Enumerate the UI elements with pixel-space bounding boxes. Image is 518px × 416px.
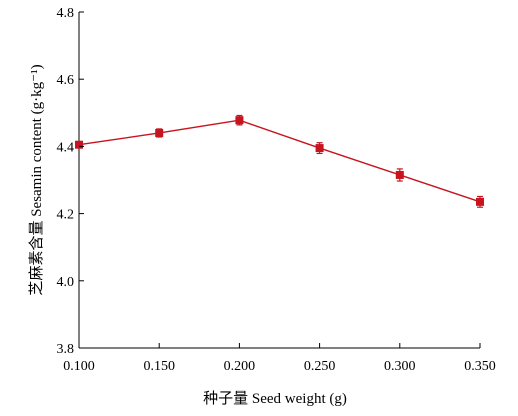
data-point xyxy=(395,170,404,179)
data-point xyxy=(75,140,83,149)
y-axis-ticks: 3.8 4.0 4.2 4.4 4.6 4.8 xyxy=(57,6,84,357)
x-tick-label: 0.250 xyxy=(304,359,336,374)
x-tick-label: 0.300 xyxy=(384,359,416,374)
y-tick-label: 4.2 xyxy=(57,208,75,223)
data-point xyxy=(155,128,164,137)
y-axis-title: 芝麻素含量 Sesamin content (g·kg⁻¹) xyxy=(28,64,45,295)
plot-area xyxy=(75,12,484,349)
data-point xyxy=(235,116,244,125)
y-tick-label: 4.4 xyxy=(57,140,75,155)
y-tick-label: 4.8 xyxy=(57,6,75,21)
series-line xyxy=(78,119,481,203)
x-tick-label: 0.200 xyxy=(224,359,256,374)
x-tick-label: 0.350 xyxy=(464,359,496,374)
y-tick-label: 3.8 xyxy=(57,342,75,357)
x-tick-label: 0.100 xyxy=(63,359,95,374)
x-axis-title: 种子量 Seed weight (g) xyxy=(203,390,347,407)
x-tick-label: 0.150 xyxy=(143,359,175,374)
data-point xyxy=(315,144,324,153)
y-tick-label: 4.6 xyxy=(57,73,75,88)
data-point xyxy=(476,197,484,206)
x-axis-ticks: 0.100 0.150 0.200 0.250 0.300 0.350 xyxy=(63,343,496,374)
y-tick-label: 4.0 xyxy=(57,275,75,290)
